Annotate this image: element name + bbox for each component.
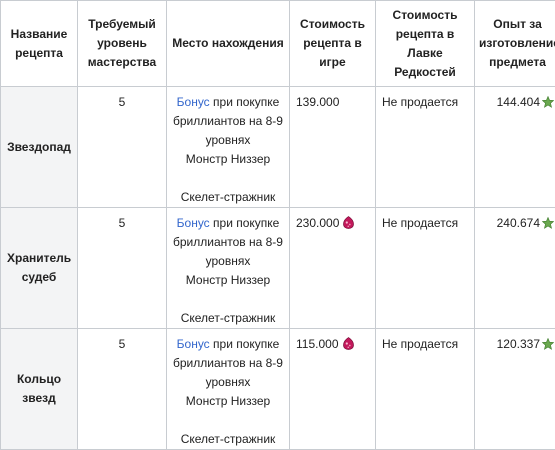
game-price: 115.000: [296, 337, 339, 351]
location-cell: Бонус при покупке бриллиантов на 8-9 уро…: [166, 328, 290, 450]
craft-exp-cell: 144.404: [474, 86, 555, 208]
bonus-source: Бонус при покупке бриллиантов на 8-9 уро…: [173, 95, 283, 147]
spacer: [173, 169, 283, 188]
game-price-cell: 139.000: [289, 86, 376, 208]
header-required-level: Требуемый уровень мастерства: [77, 0, 167, 87]
bonus-link[interactable]: Бонус: [176, 95, 210, 109]
craft-exp: 240.674: [496, 216, 540, 230]
monster-source: Монстр Низзер: [185, 152, 271, 166]
bonus-link[interactable]: Бонус: [176, 216, 210, 230]
table-row: Хранитель судеб 5 Бонус при покупке брил…: [0, 207, 555, 329]
required-level: 5: [77, 328, 167, 450]
game-price-cell: 230.000: [289, 207, 376, 329]
header-shop-price: Стоимость рецепта в Лавке Редкостей: [375, 0, 475, 87]
required-level: 5: [77, 86, 167, 208]
location-cell: Бонус при покупке бриллиантов на 8-9 уро…: [166, 86, 290, 208]
skeleton-source: Скелет-стражник: [180, 432, 276, 446]
craft-exp: 144.404: [496, 95, 540, 109]
craft-exp-cell: 120.337: [474, 328, 555, 450]
recipe-name: Звездопад: [0, 86, 78, 208]
bonus-source: Бонус при покупке бриллиантов на 8-9 уро…: [173, 216, 283, 268]
shop-price: Не продается: [375, 328, 475, 450]
star-icon: [542, 338, 554, 350]
bonus-description: при покупке бриллиантов на 8-9 уровнях: [173, 216, 283, 268]
shop-price: Не продается: [375, 207, 475, 329]
game-price-cell: 115.000: [289, 328, 376, 450]
craft-exp: 120.337: [496, 337, 540, 351]
monster-source: Монстр Низзер: [185, 273, 271, 287]
star-icon: [542, 96, 554, 108]
header-row: Название рецепта Требуемый уровень масте…: [0, 0, 555, 87]
header-game-price: Стоимость рецепта в игре: [289, 0, 376, 87]
skeleton-source: Скелет-стражник: [180, 311, 276, 325]
recipe-name: Хранитель судеб: [0, 207, 78, 329]
required-level: 5: [77, 207, 167, 329]
bonus-source: Бонус при покупке бриллиантов на 8-9 уро…: [173, 337, 283, 389]
bonus-description: при покупке бриллиантов на 8-9 уровнях: [173, 95, 283, 147]
table-row: Кольцо звезд 5 Бонус при покупке бриллиа…: [0, 328, 555, 450]
spacer: [173, 411, 283, 430]
spacer: [173, 290, 283, 309]
recipe-name: Кольцо звезд: [0, 328, 78, 450]
bonus-description: при покупке бриллиантов на 8-9 уровнях: [173, 337, 283, 389]
craft-exp-cell: 240.674: [474, 207, 555, 329]
gem-icon: [343, 216, 355, 229]
header-craft-exp: Опыт за изготовление предмета: [474, 0, 555, 87]
monster-source: Монстр Низзер: [185, 394, 271, 408]
gem-icon: [342, 337, 354, 350]
shop-price: Не продается: [375, 86, 475, 208]
game-price: 230.000: [296, 216, 340, 230]
header-location: Место нахождения: [166, 0, 290, 87]
star-icon: [542, 217, 554, 229]
header-recipe-name: Название рецепта: [0, 0, 78, 87]
skeleton-source: Скелет-стражник: [180, 190, 276, 204]
bonus-link[interactable]: Бонус: [176, 337, 210, 351]
game-price: 139.000: [296, 95, 340, 109]
table-row: Звездопад 5 Бонус при покупке бриллианто…: [0, 86, 555, 208]
location-cell: Бонус при покупке бриллиантов на 8-9 уро…: [166, 207, 290, 329]
